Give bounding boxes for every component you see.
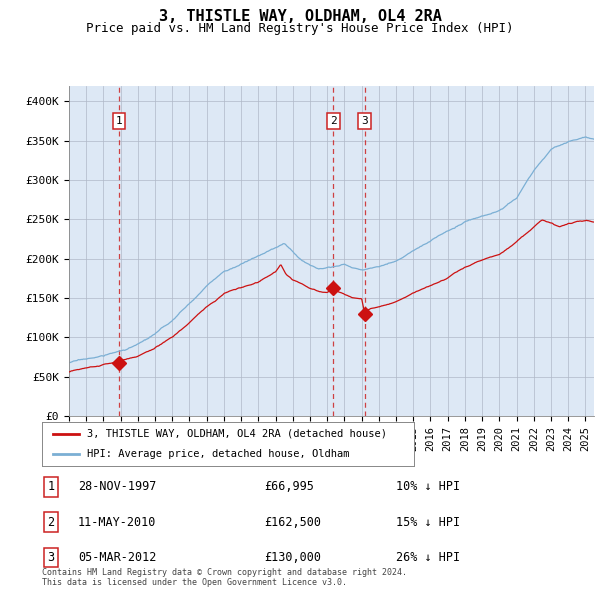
- Text: Price paid vs. HM Land Registry's House Price Index (HPI): Price paid vs. HM Land Registry's House …: [86, 22, 514, 35]
- Text: 05-MAR-2012: 05-MAR-2012: [78, 551, 157, 564]
- Text: HPI: Average price, detached house, Oldham: HPI: Average price, detached house, Oldh…: [86, 449, 349, 459]
- Text: 3, THISTLE WAY, OLDHAM, OL4 2RA (detached house): 3, THISTLE WAY, OLDHAM, OL4 2RA (detache…: [86, 429, 386, 439]
- Text: 15% ↓ HPI: 15% ↓ HPI: [396, 516, 460, 529]
- Text: 28-NOV-1997: 28-NOV-1997: [78, 480, 157, 493]
- Text: 1: 1: [116, 116, 122, 126]
- Text: 3, THISTLE WAY, OLDHAM, OL4 2RA: 3, THISTLE WAY, OLDHAM, OL4 2RA: [158, 9, 442, 24]
- Text: £162,500: £162,500: [264, 516, 321, 529]
- Text: 10% ↓ HPI: 10% ↓ HPI: [396, 480, 460, 493]
- Text: 26% ↓ HPI: 26% ↓ HPI: [396, 551, 460, 564]
- Text: 2: 2: [330, 116, 337, 126]
- Text: £130,000: £130,000: [264, 551, 321, 564]
- Text: 1: 1: [47, 480, 55, 493]
- Text: 3: 3: [47, 551, 55, 564]
- Text: 3: 3: [361, 116, 368, 126]
- Text: Contains HM Land Registry data © Crown copyright and database right 2024.
This d: Contains HM Land Registry data © Crown c…: [42, 568, 407, 587]
- Text: 2: 2: [47, 516, 55, 529]
- Text: £66,995: £66,995: [264, 480, 314, 493]
- Text: 11-MAY-2010: 11-MAY-2010: [78, 516, 157, 529]
